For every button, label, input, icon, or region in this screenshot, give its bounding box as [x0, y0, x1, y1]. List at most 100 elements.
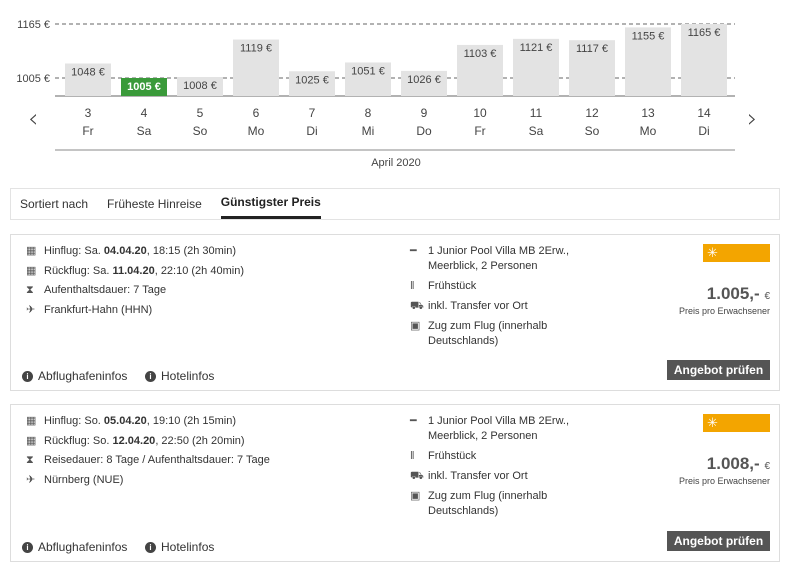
departure-airport: ✈ Frankfurt-Hahn (HHN)	[26, 303, 152, 318]
transfer-text: inkl. Transfer vor Ort	[428, 470, 528, 482]
weekday-label[interactable]: Di	[698, 124, 709, 138]
price-bar[interactable]	[625, 27, 671, 96]
price-bar[interactable]	[345, 62, 391, 96]
month-label: April 2020	[371, 157, 421, 169]
price-note: Preis pro Erwachsener	[678, 476, 770, 486]
board-info: ǁ Frühstück	[410, 279, 476, 294]
price-bar[interactable]	[681, 24, 727, 96]
room-info: ━ 1 Junior Pool Villa MB 2Erw., Meerblick…	[410, 244, 585, 274]
duration-text: Aufenthaltsdauer: 7 Tage	[44, 284, 167, 296]
bar-price-label: 1155 €	[632, 30, 665, 42]
price-bar[interactable]	[401, 70, 447, 96]
offer-price: 1.005,- €	[707, 284, 770, 304]
board-text: Frühstück	[428, 280, 477, 292]
price-bar[interactable]	[177, 76, 223, 96]
bed-icon: ━	[410, 415, 417, 427]
train-text: Zug zum Flug (innerhalb Deutschlands)	[428, 490, 548, 517]
train-info: ▣ Zug zum Flug (innerhalb Deutschlands)	[410, 489, 580, 519]
car-icon: ⛟	[410, 470, 424, 482]
room-text: 1 Junior Pool Villa MB 2Erw., Meerblick,…	[428, 415, 570, 442]
price-bar[interactable]	[65, 63, 111, 96]
weekday-label[interactable]: So	[585, 124, 600, 138]
price-calendar-chart: 1165 € 1005 € 1048 € 3 Fr 1005 € 4 Sa 1008 € 5 So 1…	[16, 19, 735, 169]
calendar-icon: ▦	[26, 245, 37, 257]
calendar-icon: ▦	[26, 415, 37, 427]
stay-duration: ⧗ Reisedauer: 8 Tage / Aufenthaltsdauer: …	[26, 453, 270, 468]
plane-icon: ✈	[26, 304, 36, 316]
outbound-flight: ▦ Hinflug: Sa. 04.04.20, 18:15 (2h 30min)	[26, 244, 236, 259]
outbound-time: , 18:15 (2h 30min)	[146, 245, 237, 257]
check-offer-button[interactable]: Angebot prüfen	[667, 531, 770, 551]
cutlery-icon: ǁ	[410, 450, 415, 462]
weekday-label[interactable]: Fr	[82, 124, 93, 138]
calendar-icon: ▦	[26, 265, 37, 277]
next-week-button[interactable]: ›	[747, 104, 758, 134]
board-info: ǁ Frühstück	[410, 449, 476, 464]
day-label[interactable]: 5	[197, 106, 204, 120]
day-label[interactable]: 7	[309, 106, 316, 120]
airport-info-link[interactable]: i Abflughafeninfos	[22, 540, 127, 554]
day-label[interactable]: 11	[530, 106, 543, 120]
day-label[interactable]: 9	[421, 106, 428, 120]
weekday-label[interactable]: So	[193, 124, 208, 138]
return-flight: ▦ Rückflug: Sa. 11.04.20, 22:10 (2h 40min…	[26, 264, 244, 279]
train-icon: ▣	[410, 320, 421, 332]
return-flight: ▦ Rückflug: So. 12.04.20, 22:50 (2h 20min…	[26, 434, 245, 449]
check-offer-button[interactable]: Angebot prüfen	[667, 360, 770, 380]
airport-info-link[interactable]: i Abflughafeninfos	[22, 369, 127, 383]
tour-operator-logo: ✳	[703, 414, 770, 432]
board-text: Frühstück	[428, 450, 477, 462]
weekday-label[interactable]: Do	[416, 124, 432, 138]
day-label[interactable]: 8	[365, 106, 372, 120]
weekday-label[interactable]: Mi	[362, 124, 375, 138]
train-info: ▣ Zug zum Flug (innerhalb Deutschlands)	[410, 319, 580, 349]
transfer-info: ⛟ inkl. Transfer vor Ort	[410, 299, 528, 314]
bed-icon: ━	[410, 245, 417, 257]
return-time: , 22:50 (2h 20min)	[155, 435, 245, 447]
day-label[interactable]: 10	[473, 106, 487, 120]
offer-price: 1.008,- €	[707, 454, 770, 474]
price-bar[interactable]	[289, 71, 335, 96]
sort-earliest-departure[interactable]: Früheste Hinreise	[107, 197, 202, 211]
tour-operator-logo: ✳	[703, 244, 770, 262]
weekday-label[interactable]: Mo	[248, 124, 265, 138]
hotel-info-link[interactable]: i Hotelinfos	[145, 540, 214, 554]
day-label[interactable]: 14	[697, 106, 711, 120]
hotel-info-link[interactable]: i Hotelinfos	[145, 369, 214, 383]
return-time: , 22:10 (2h 40min)	[154, 265, 244, 277]
price-bar[interactable]	[233, 39, 279, 96]
outbound-flight: ▦ Hinflug: So. 05.04.20, 19:10 (2h 15min)	[26, 414, 236, 429]
weekday-label[interactable]: Di	[306, 124, 317, 138]
day-label[interactable]: 13	[641, 106, 655, 120]
bar-price-label: 1008 €	[183, 80, 217, 92]
day-label[interactable]: 3	[85, 106, 92, 120]
price-currency: €	[764, 461, 770, 472]
airport-text: Nürnberg (NUE)	[44, 474, 124, 486]
return-date: 12.04.20	[112, 435, 156, 447]
price-bar[interactable]	[513, 38, 559, 96]
return-label: Rückflug: Sa.	[44, 265, 113, 277]
price-bar[interactable]	[569, 40, 615, 96]
weekday-label[interactable]: Mo	[640, 124, 657, 138]
day-label[interactable]: 12	[585, 106, 599, 120]
airport-info-label: Abflughafeninfos	[38, 540, 128, 554]
sun-icon: ✳	[707, 415, 718, 430]
sort-bar: Sortiert nach Früheste Hinreise Günstigs…	[10, 188, 780, 220]
price-currency: €	[764, 291, 770, 302]
price-bar[interactable]	[121, 78, 167, 96]
offer-card: ▦ Hinflug: Sa. 04.04.20, 18:15 (2h 30min)…	[10, 234, 780, 391]
day-label[interactable]: 6	[253, 106, 260, 120]
day-label[interactable]: 4	[141, 106, 148, 120]
sort-cheapest-price[interactable]: Günstigster Preis	[220, 189, 321, 219]
bar-price-label: 1051 €	[351, 65, 385, 77]
weekday-label[interactable]: Sa	[137, 124, 152, 138]
bar-price-label: 1005 €	[127, 81, 161, 93]
return-date: 11.04.20	[112, 265, 155, 277]
price-bar[interactable]	[457, 44, 503, 96]
duration-text: Reisedauer: 8 Tage / Aufenthaltsdauer: 7…	[44, 454, 270, 466]
y-tick-label: 1005 €	[16, 73, 50, 85]
weekday-label[interactable]: Sa	[529, 124, 544, 138]
weekday-label[interactable]: Fr	[474, 124, 485, 138]
bar-price-label: 1165 €	[688, 27, 721, 39]
prev-week-button[interactable]: ‹	[28, 104, 39, 134]
